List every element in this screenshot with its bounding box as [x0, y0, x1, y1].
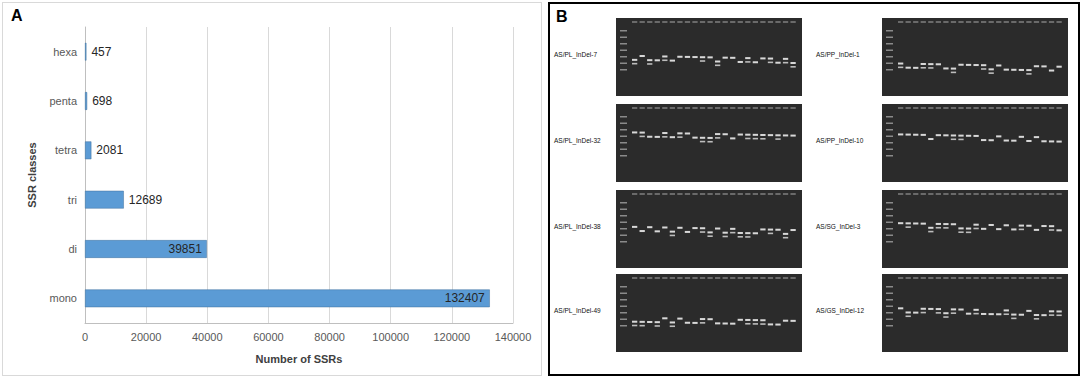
svg-text:80000: 80000: [314, 331, 345, 343]
svg-text:AS/PP_InDel-1: AS/PP_InDel-1: [816, 51, 860, 59]
svg-text:457: 457: [91, 45, 111, 59]
svg-text:12689: 12689: [129, 193, 163, 207]
html-text:A: A: [11, 7, 23, 24]
svg-text:120000: 120000: [433, 331, 470, 343]
html-text:B: B: [556, 8, 568, 25]
svg-text:AS/PP_InDel-10: AS/PP_InDel-10: [816, 137, 864, 145]
svg-text:SSR classes: SSR classes: [26, 142, 38, 207]
svg-text:AS/PL_InDel-49: AS/PL_InDel-49: [554, 307, 601, 315]
svg-text:penta: penta: [49, 95, 77, 107]
svg-text:tri: tri: [68, 194, 77, 206]
svg-text:hexa: hexa: [53, 46, 78, 58]
svg-text:39851: 39851: [168, 242, 202, 256]
svg-text:140000: 140000: [495, 331, 532, 343]
svg-text:40000: 40000: [192, 331, 223, 343]
svg-text:20000: 20000: [131, 331, 162, 343]
svg-text:698: 698: [92, 94, 112, 108]
svg-text:AS/SG_InDel-3: AS/SG_InDel-3: [816, 223, 861, 231]
svg-text:AS/PL_InDel-32: AS/PL_InDel-32: [554, 137, 601, 145]
svg-text:AS/PL_InDel-7: AS/PL_InDel-7: [554, 51, 597, 59]
svg-text:mono: mono: [49, 292, 77, 304]
svg-text:132407: 132407: [445, 291, 485, 305]
svg-text:0: 0: [82, 331, 88, 343]
svg-text:di: di: [68, 243, 77, 255]
svg-text:60000: 60000: [253, 331, 284, 343]
svg-text:2081: 2081: [96, 143, 123, 157]
svg-text:AS/PL_InDel-38: AS/PL_InDel-38: [554, 223, 601, 231]
svg-text:100000: 100000: [372, 331, 409, 343]
svg-text:tetra: tetra: [55, 144, 78, 156]
svg-text:Number of SSRs: Number of SSRs: [256, 353, 343, 365]
svg-text:AS/GS_InDel-12: AS/GS_InDel-12: [816, 307, 864, 315]
